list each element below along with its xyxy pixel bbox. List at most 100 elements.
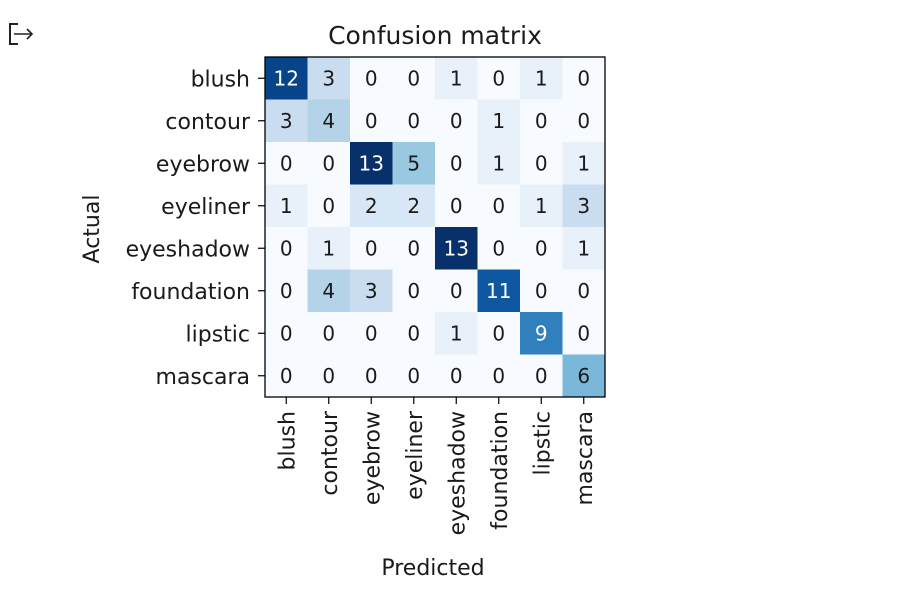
cell-value-label: 0: [322, 321, 335, 345]
heatmap-cell: [392, 312, 436, 355]
heatmap-cell: [265, 269, 308, 313]
plot-frame: [264, 56, 606, 398]
cell-value-label: 0: [577, 66, 590, 90]
cell-value-label: 0: [407, 109, 420, 133]
y-tick-label: lipstic: [186, 322, 251, 347]
x-axis-label: Predicted: [381, 556, 484, 581]
cell-value-label: 0: [535, 236, 548, 260]
heatmap-cell: [562, 184, 606, 228]
cell-value-label: 1: [492, 151, 505, 175]
heatmap-cell: [520, 57, 563, 100]
cell-value-label: 1: [492, 109, 505, 133]
cell-value-label: 0: [407, 279, 420, 303]
cell-value-label: 1: [450, 321, 463, 345]
heatmap-cell: [520, 269, 563, 313]
heatmap-cell: [477, 99, 521, 143]
heatmap-cell: [562, 57, 606, 100]
heatmap-cell: [350, 184, 393, 228]
x-tick-label: contour: [318, 410, 343, 496]
y-tick-label: eyeliner: [161, 195, 251, 220]
heatmap-cell: [435, 227, 478, 270]
heatmap-cell: [477, 312, 521, 355]
cell-value-label: 0: [492, 66, 505, 90]
heatmap-cell: [435, 57, 478, 100]
cell-value-label: 0: [365, 364, 378, 388]
cell-value-label: 1: [577, 236, 590, 260]
cell-value-label: 0: [577, 109, 590, 133]
cell-value-label: 0: [492, 364, 505, 388]
cell-value-label: 4: [322, 279, 335, 303]
cell-value-label: 0: [407, 66, 420, 90]
heatmap-cell: [265, 227, 308, 270]
output-redirect-icon: [9, 23, 34, 45]
cell-value-label: 0: [365, 236, 378, 260]
cell-value-label: 0: [492, 321, 505, 345]
cell-value-label: 0: [280, 321, 293, 345]
cell-value-label: 9: [535, 321, 548, 345]
cell-value-label: 1: [322, 236, 335, 260]
heatmap-cell: [307, 269, 351, 313]
heatmap-cell: [265, 354, 308, 398]
cell-value-label: 0: [535, 364, 548, 388]
cell-value-label: 0: [535, 279, 548, 303]
cell-value-label: 0: [280, 236, 293, 260]
cell-value-label: 0: [535, 151, 548, 175]
y-tick-label: blush: [191, 67, 250, 92]
heatmap-cell: [307, 184, 351, 228]
cell-value-label: 0: [365, 66, 378, 90]
heatmap-cell: [392, 227, 436, 270]
x-tick-label: foundation: [488, 411, 513, 530]
heatmap-cell: [307, 99, 351, 143]
cell-value-label: 0: [492, 194, 505, 218]
x-tick-label: eyebrow: [360, 411, 385, 505]
cell-value-label: 0: [322, 151, 335, 175]
heatmap-cell: [520, 184, 563, 228]
heatmap-cell: [392, 142, 436, 185]
heatmap-cell: [307, 142, 351, 185]
x-tick-label: mascara: [573, 411, 598, 505]
x-tick-label: lipstic: [530, 411, 555, 476]
cell-value-label: 0: [322, 194, 335, 218]
heatmap-cell: [562, 354, 606, 398]
cell-value-label: 2: [365, 194, 378, 218]
heatmap-cell: [392, 99, 436, 143]
cell-value-label: 0: [450, 194, 463, 218]
x-tick-label: eyeshadow: [445, 411, 470, 535]
cell-value-label: 0: [450, 151, 463, 175]
heatmap-cell: [435, 354, 478, 398]
heatmap-cell: [392, 354, 436, 398]
cell-value-label: 1: [280, 194, 293, 218]
heatmap-cell: [477, 354, 521, 398]
heatmap-cell: [265, 312, 308, 355]
heatmap-cell: [562, 227, 606, 270]
heatmap-cell: [265, 57, 308, 100]
heatmap-cell: [520, 354, 563, 398]
y-tick-label: mascara: [156, 365, 250, 390]
heatmap-cell: [435, 184, 478, 228]
cell-value-label: 0: [365, 321, 378, 345]
heatmap-cell: [350, 227, 393, 270]
heatmap-cell: [435, 269, 478, 313]
chart-title: Confusion matrix: [328, 21, 542, 50]
heatmap-cell: [307, 57, 351, 100]
cell-value-label: 0: [450, 364, 463, 388]
cell-value-label: 1: [535, 66, 548, 90]
cell-value-label: 0: [280, 279, 293, 303]
heatmap-cell: [520, 99, 563, 143]
heatmap-cell: [562, 312, 606, 355]
heatmap-cell: [477, 57, 521, 100]
cell-value-label: 0: [407, 321, 420, 345]
cell-value-label: 3: [365, 279, 378, 303]
cell-value-label: 5: [407, 151, 420, 175]
heatmap-cell: [477, 227, 521, 270]
cell-value-label: 4: [322, 109, 335, 133]
heatmap-cell: [477, 184, 521, 228]
cell-value-label: 0: [280, 151, 293, 175]
cell-value-label: 0: [280, 364, 293, 388]
cell-value-label: 0: [535, 109, 548, 133]
cell-value-label: 6: [577, 364, 590, 388]
cell-value-label: 0: [322, 364, 335, 388]
cell-value-label: 0: [577, 279, 590, 303]
heatmap-cell: [307, 227, 351, 270]
